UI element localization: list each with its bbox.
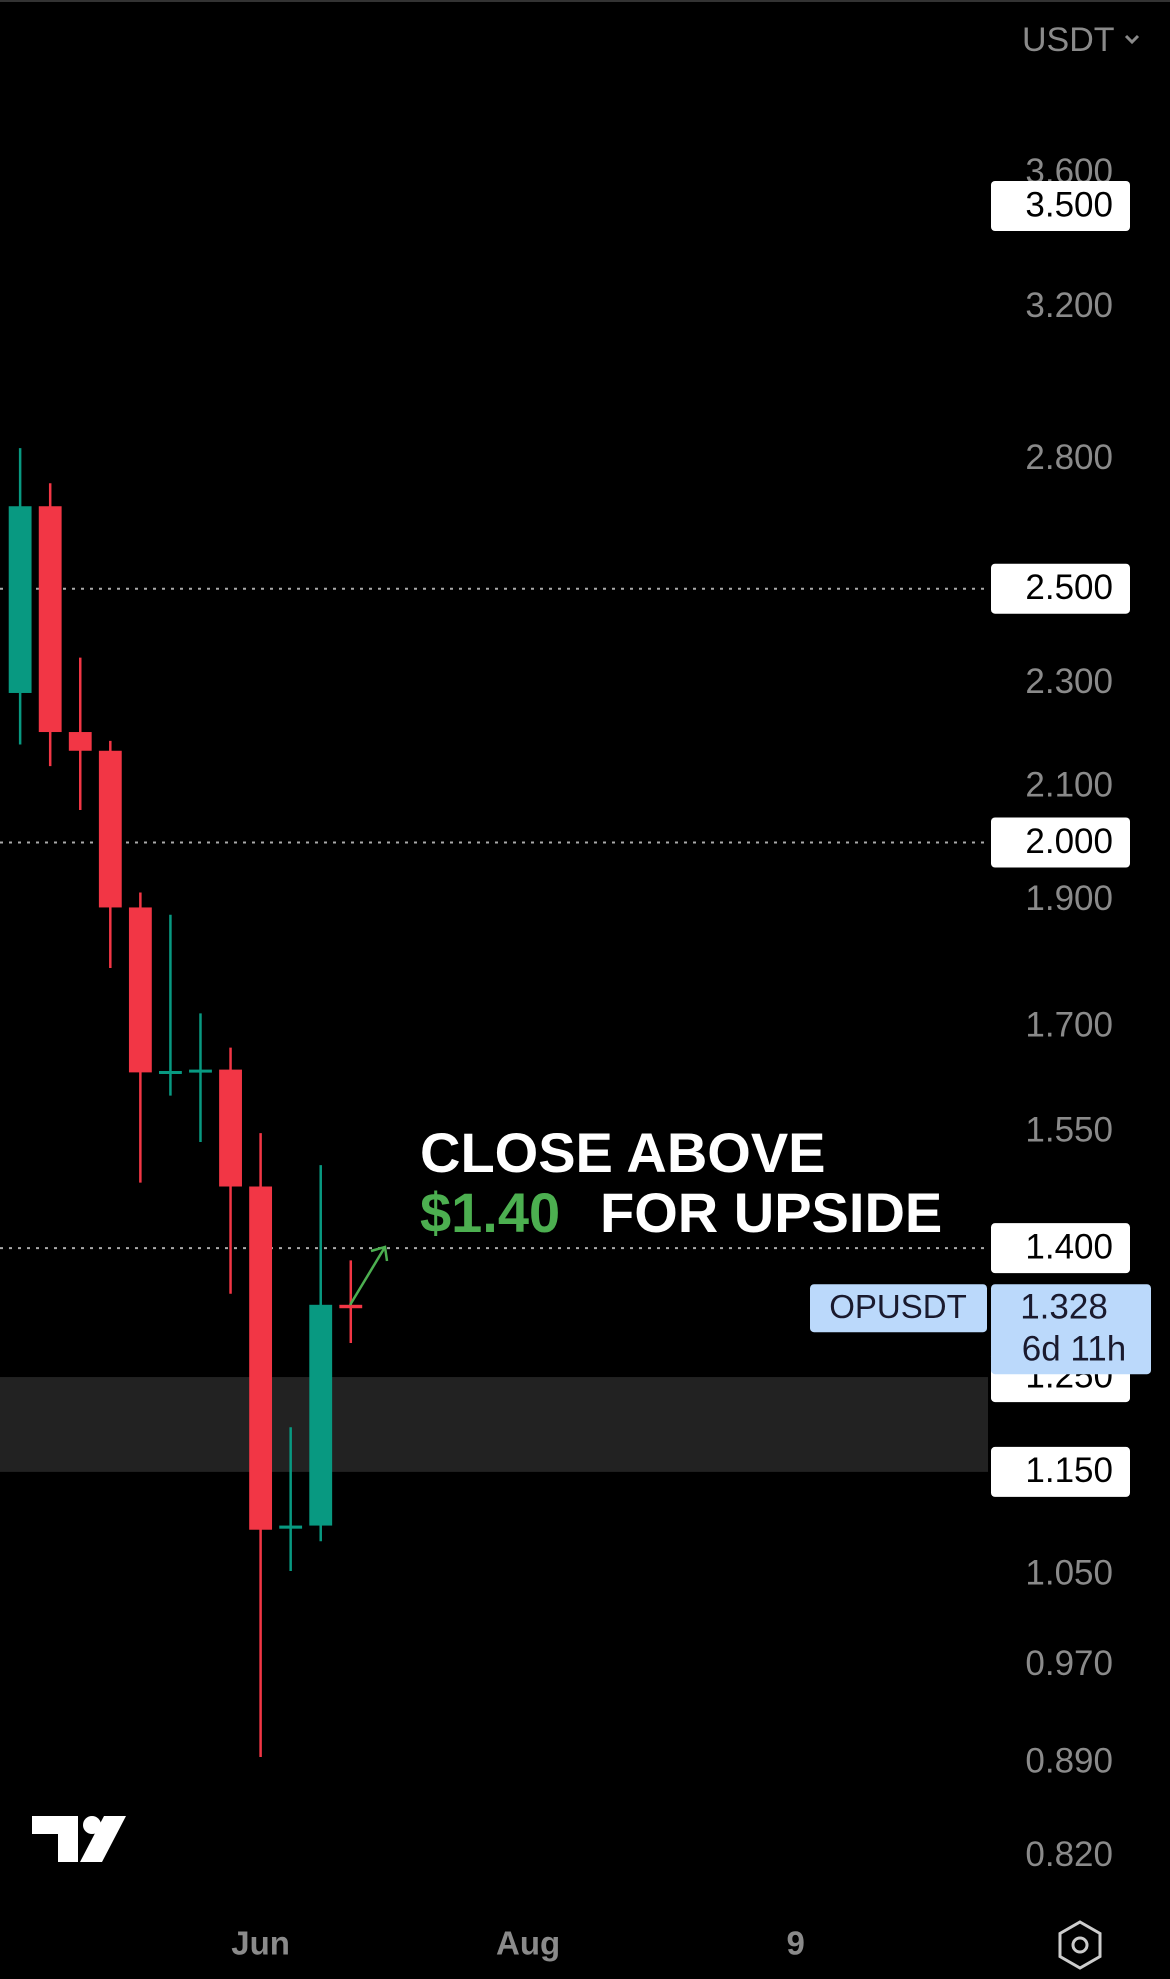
candle-body xyxy=(219,1069,242,1187)
candle-body xyxy=(279,1525,303,1529)
candle-body xyxy=(249,1186,273,1530)
countdown-label: 6d 11h xyxy=(1022,1329,1126,1368)
level-label-box xyxy=(991,181,1130,232)
level-label: 3.500 xyxy=(1025,185,1113,224)
settings-icon[interactable] xyxy=(1058,1920,1102,1970)
annotation-arrow xyxy=(348,1246,387,1306)
last-price-box xyxy=(991,1284,1151,1375)
y-tick-label: 2.300 xyxy=(1025,662,1113,701)
y-tick-label: 0.890 xyxy=(1025,1742,1113,1781)
plot: 3.6003.2002.8002.3002.1001.9001.7001.550… xyxy=(0,152,1151,1962)
y-tick-label: 2.100 xyxy=(1025,765,1113,804)
candle-body xyxy=(339,1304,363,1309)
y-tick-label: 1.550 xyxy=(1025,1111,1113,1150)
symbol-box xyxy=(810,1284,987,1333)
x-tick-label: Aug xyxy=(496,1925,560,1962)
logo xyxy=(32,1816,126,1862)
y-tick-label: 1.900 xyxy=(1025,879,1113,918)
y-tick-label: 0.970 xyxy=(1025,1644,1113,1683)
currency-chevron[interactable] xyxy=(1124,34,1140,45)
y-tick-label: 1.700 xyxy=(1025,1006,1113,1045)
logo-v xyxy=(80,1816,126,1862)
candle-body xyxy=(189,1069,212,1073)
settings-hexagon[interactable] xyxy=(1058,1920,1102,1970)
y-tick-label: 2.800 xyxy=(1025,438,1113,477)
candle-body xyxy=(68,732,92,751)
logo-t xyxy=(32,1816,78,1862)
annotation-arrowhead xyxy=(370,1245,389,1262)
level-label-box xyxy=(991,1223,1130,1274)
support-zone xyxy=(0,1377,988,1472)
last-price-label: 1.328 xyxy=(1020,1287,1108,1326)
currency-label[interactable]: USDT xyxy=(1022,21,1115,59)
level-label-box xyxy=(991,563,1130,614)
annotation-text: FOR UPSIDE xyxy=(600,1181,942,1244)
settings-center[interactable] xyxy=(1071,1936,1089,1954)
level-label: 2.500 xyxy=(1025,568,1113,607)
logo-dot xyxy=(83,1816,101,1834)
candle-body xyxy=(38,506,62,733)
candle-body xyxy=(8,506,32,693)
level-label: 2.000 xyxy=(1025,822,1113,861)
candle-body xyxy=(128,907,152,1073)
y-tick-label: 0.820 xyxy=(1025,1835,1113,1874)
y-tick-label: 1.050 xyxy=(1025,1554,1113,1593)
symbol-label: OPUSDT xyxy=(829,1288,967,1325)
candle-body xyxy=(159,1070,182,1074)
annotation-price: $1.40 xyxy=(420,1181,560,1244)
annotation-text: CLOSE ABOVE xyxy=(420,1121,826,1184)
level-label: 1.150 xyxy=(1025,1451,1113,1490)
x-tick-label: Jun xyxy=(231,1925,290,1962)
level-label-box xyxy=(991,1446,1130,1497)
y-tick-label: 3.200 xyxy=(1025,286,1113,325)
x-tick-label: 9 xyxy=(786,1925,804,1962)
candle-body xyxy=(98,750,122,908)
level-label: 1.400 xyxy=(1025,1227,1113,1266)
level-label-box xyxy=(991,817,1130,868)
candle-body xyxy=(309,1304,333,1526)
